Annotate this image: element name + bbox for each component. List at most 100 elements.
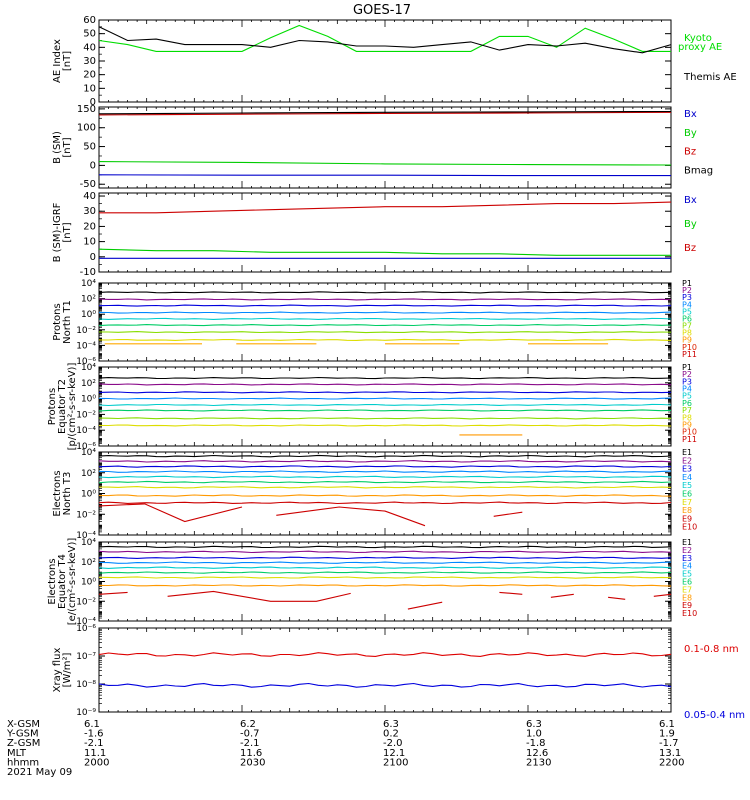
series-fragment-ee [653, 593, 672, 597]
series-line-pe-P4 [98, 397, 672, 400]
legend-bigrf-By: By [684, 219, 697, 230]
legend-en-E3: E3 [682, 465, 692, 474]
footer-row-label: 2021 May 09 [7, 767, 72, 778]
series-line-ee-E4 [98, 561, 672, 564]
legend-pe-P1: P1 [682, 363, 692, 372]
ylabel-bsm: B (SM) [52, 131, 63, 164]
series-fragment-ee [608, 596, 626, 600]
legend-xray-long: 0.1-0.8 nm [684, 644, 739, 655]
series-line-pe-P3 [98, 391, 672, 394]
ytick-label-bigrf: 40 [83, 191, 96, 202]
series-line-pn-P6 [98, 324, 672, 327]
series-fragment-ee [407, 601, 443, 610]
series-line-ee-E7 [98, 576, 672, 579]
series-line-en-E3 [98, 465, 672, 468]
series-line-en-E5 [98, 475, 672, 479]
footer-row-label: MLT [7, 748, 27, 759]
footer-value: 13.1 [659, 748, 681, 759]
footer-value: 6.3 [526, 719, 542, 730]
legend-en-E7: E7 [682, 498, 692, 507]
ytick-label-ae: 50 [83, 29, 96, 40]
ytick-label-bigrf: -10 [80, 267, 96, 278]
series-line-bsm-Bz [98, 111, 672, 116]
series-fragment-ee [98, 591, 128, 595]
legend-pe-P9: P9 [682, 420, 692, 429]
series-line-pe-P6 [98, 409, 672, 412]
ytick-label-en: 10² [81, 469, 96, 479]
series-line-bigrf-By [98, 248, 671, 256]
ylabel-ee: Equator T4 [57, 554, 68, 609]
ytick-label-en: 10⁻⁴ [76, 531, 96, 541]
legend-pe-P6: P6 [682, 399, 692, 408]
series-line-pn-P4 [98, 311, 672, 314]
ylabel-ee: [e/(cm²-s-sr-keV)] [67, 538, 78, 626]
legend-ee-E6: E6 [682, 578, 692, 587]
ytick-label-pe: 10⁻⁴ [76, 426, 96, 436]
ytick-label-pe: 10⁰ [81, 395, 96, 405]
footer-value: -2.1 [84, 738, 104, 749]
panel-frame-xray [98, 627, 672, 713]
ytick-label-ee: 10⁻² [76, 597, 96, 607]
legend-pn-P11: P11 [682, 350, 697, 359]
footer-row-label: hhmm [7, 757, 39, 768]
series-line-xray-0-05-0-4-nm [98, 682, 672, 688]
ylabel-pe: [p/(cm²-s-sr-keV)] [67, 363, 78, 451]
legend-kyoto: proxy AE [678, 42, 722, 53]
legend-bigrf-Bz: Bz [684, 243, 696, 254]
legend-xray-short: 0.05-0.4 nm [684, 710, 745, 721]
series-line-bsm-By [98, 161, 672, 166]
footer-value: 2200 [659, 757, 684, 768]
legend-en-E10: E10 [682, 523, 697, 532]
legend-bsm-By: By [684, 128, 697, 139]
ylabel-bigrf: B (SM)-IGRF [52, 202, 63, 262]
legend-pe-P2: P2 [682, 370, 692, 379]
ytick-label-ee: 10⁻⁴ [76, 617, 96, 627]
ytick-label-xray: 10⁻⁹ [76, 708, 96, 718]
ytick-label-ae: 20 [83, 70, 96, 81]
footer-value: 12.1 [383, 748, 405, 759]
legend-ee-E1: E1 [682, 538, 692, 547]
series-line-ee-E5 [98, 566, 672, 569]
ylabel-xray: [W/m²] [62, 652, 73, 687]
ytick-label-pn: 10⁻⁴ [76, 341, 96, 351]
legend-bsm-Bz: Bz [684, 147, 696, 158]
footer-value: 12.6 [526, 748, 548, 759]
ylabel-ae: AE Index [52, 39, 63, 83]
series-line-bsm-Bmag [98, 110, 672, 115]
legend-bsm-Bx: Bx [684, 109, 697, 120]
legend-themis: Themis AE [683, 72, 737, 83]
legend-ee-E4: E4 [682, 562, 692, 571]
panel-frame-ae [98, 19, 672, 103]
series-line-ae-Themis-AE [98, 26, 672, 54]
panel-frame-pn [98, 282, 672, 362]
legend-pn-P9: P9 [682, 336, 692, 345]
series-line-ee-E1 [98, 545, 672, 549]
legend-pn-P10: P10 [682, 343, 697, 352]
series-line-pn-P8 [98, 338, 672, 341]
series-line-pe-P8 [98, 424, 672, 427]
legend-pe-P5: P5 [682, 392, 692, 401]
legend-pe-P3: P3 [682, 377, 692, 386]
series-line-bigrf-Bz [99, 201, 672, 214]
series-line-pn-P5 [98, 317, 672, 320]
ylabel-pn: Protons [52, 303, 63, 340]
ylabel-pe: Protons [47, 388, 58, 425]
ytick-label-xray: 10⁻⁸ [76, 680, 96, 690]
legend-bsm-Bmag: Bmag [684, 166, 713, 177]
legend-en-E6: E6 [682, 490, 692, 499]
series-fragment-ee [167, 590, 351, 602]
plot-title: GOES-17 [353, 3, 411, 18]
legend-ee-E10: E10 [682, 609, 697, 618]
legend-en-E4: E4 [682, 473, 692, 482]
footer-value: 11.1 [84, 748, 106, 759]
footer-value: 2030 [240, 757, 265, 768]
footer-value: 2130 [526, 757, 551, 768]
footer-value: -1.7 [659, 738, 679, 749]
legend-ee-E7: E7 [682, 585, 692, 594]
series-line-pn-P2 [98, 298, 672, 301]
footer-value: 6.2 [240, 719, 256, 730]
legend-ee-E2: E2 [682, 546, 692, 555]
legend-pe-P4: P4 [682, 385, 692, 394]
series-fragment-ee [499, 591, 523, 595]
legend-pn-P3: P3 [682, 293, 692, 302]
